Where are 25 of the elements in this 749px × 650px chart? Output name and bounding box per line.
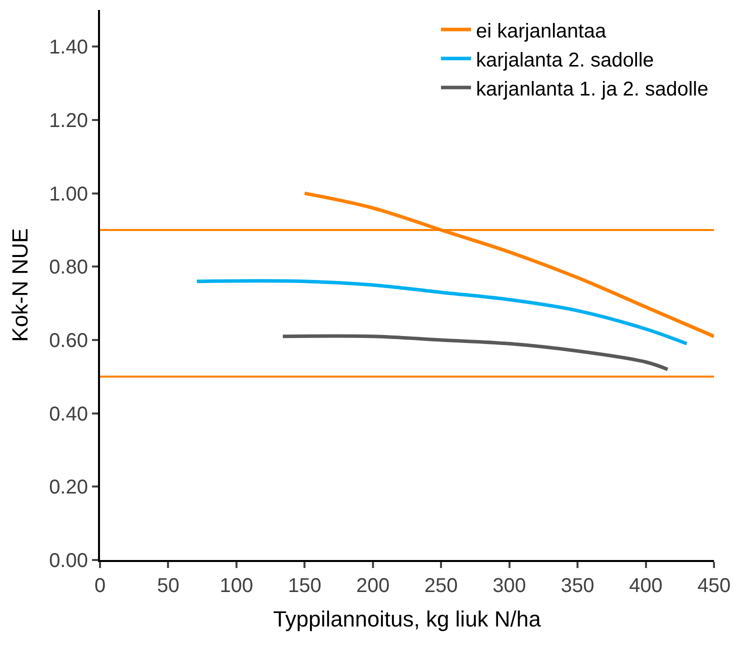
y-tick-label: 1.40 (49, 36, 88, 59)
y-tick-label: 1.20 (49, 110, 88, 132)
x-tick-label: 450 (697, 575, 731, 597)
x-axis-title: Typpilannoitus, kg liuk N/ha (273, 606, 542, 632)
x-tick-label: 200 (356, 575, 390, 597)
line-series (281, 334, 670, 372)
x-tick-label: 300 (492, 575, 526, 597)
y-axis-title: Kok-N NUE (7, 228, 32, 342)
x-tick-label: 350 (560, 575, 594, 597)
x-tick-label: 50 (157, 575, 180, 597)
legend-label: karjalanta 2. sadolle (476, 49, 654, 72)
line-series (195, 279, 688, 346)
legend-label: karjanlanta 1. ja 2. sadolle (476, 78, 708, 100)
y-tick-label: 0.40 (49, 403, 88, 426)
y-tick-label: 0.80 (49, 256, 88, 279)
x-tick-label: 100 (220, 575, 254, 597)
x-tick-label: 400 (629, 575, 662, 597)
y-tick-label: 0.60 (49, 330, 88, 352)
x-tick-label: 150 (288, 575, 322, 597)
x-tick-label: 0 (94, 575, 106, 597)
x-tick-label: 250 (424, 575, 458, 597)
y-tick-label: 1.00 (49, 183, 88, 206)
y-tick-label: 0.00 (49, 550, 88, 572)
legend-label: ei karjanlantaa (476, 20, 607, 42)
y-tick-label: 0.20 (49, 476, 88, 499)
